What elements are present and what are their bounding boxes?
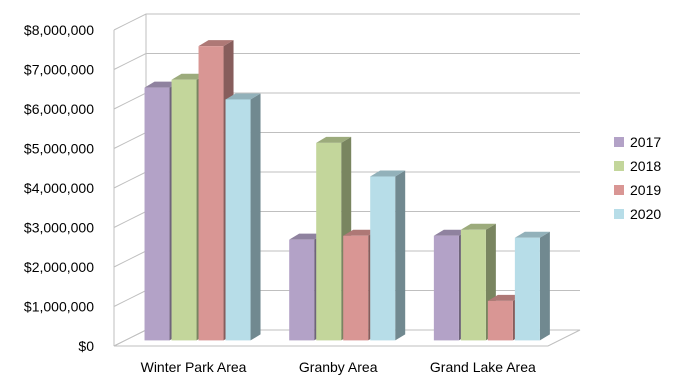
legend-label-2017: 2017 xyxy=(630,134,661,150)
bar-2019 xyxy=(487,300,513,341)
bars xyxy=(144,40,550,341)
bar-2020 xyxy=(514,237,540,341)
bar-2018 xyxy=(316,142,342,341)
y-tick-label: $8,000,000 xyxy=(24,22,94,38)
bar-2020 xyxy=(370,176,396,341)
bar-top-2017 xyxy=(289,233,325,240)
y-tick-label: $7,000,000 xyxy=(24,62,94,78)
x-tick-label: Granby Area xyxy=(299,359,378,375)
x-axis-ticks: Winter Park Area Granby Area Grand Lake Ar… xyxy=(141,359,536,375)
bar-2018 xyxy=(460,229,486,341)
legend-label-2018: 2018 xyxy=(630,158,661,174)
gridline xyxy=(113,13,580,31)
bar-top-2017 xyxy=(433,229,469,236)
y-tick-label: $1,000,000 xyxy=(24,299,94,315)
bar-top-2020 xyxy=(370,170,406,177)
x-tick-label: Winter Park Area xyxy=(141,359,247,375)
y-tick-label: $5,000,000 xyxy=(24,141,94,157)
legend-label-2019: 2019 xyxy=(630,182,661,198)
y-axis-ticks: $0 $1,000,000 $2,000,000 $3,000,000 $4,000,0… xyxy=(24,22,94,354)
bar-top-2019 xyxy=(487,294,523,301)
bar-2017 xyxy=(144,87,170,341)
y-tick-label: $3,000,000 xyxy=(24,220,94,236)
bar-2019 xyxy=(198,46,224,341)
bar-2017 xyxy=(433,235,459,341)
legend-swatch-2019 xyxy=(614,185,624,195)
bar-top-2017 xyxy=(144,81,180,88)
bar-top-2018 xyxy=(171,73,207,80)
legend-swatch-2018 xyxy=(614,161,624,171)
y-tick-label: $4,000,000 xyxy=(24,180,94,196)
y-tick-label: $2,000,000 xyxy=(24,259,94,275)
legend: 2017 2018 2019 2020 xyxy=(614,134,661,222)
bar-top-2020 xyxy=(225,93,261,100)
bar-top-2020 xyxy=(514,231,550,238)
y-tick-label: $6,000,000 xyxy=(24,101,94,117)
bar-side-2020 xyxy=(250,93,261,341)
bar-top-2018 xyxy=(316,136,352,143)
bar-top-2019 xyxy=(343,229,379,236)
bar-side-2020 xyxy=(395,170,406,341)
legend-label-2020: 2020 xyxy=(630,206,661,222)
legend-swatch-2017 xyxy=(614,137,624,147)
bar-2020 xyxy=(225,99,251,341)
bar-2019 xyxy=(343,235,369,341)
bar-top-2019 xyxy=(198,40,234,47)
x-tick-label: Grand Lake Area xyxy=(430,359,536,375)
legend-swatch-2020 xyxy=(614,209,624,219)
bar-2017 xyxy=(289,239,315,341)
y-tick-label: $0 xyxy=(78,338,94,354)
bar-2018 xyxy=(171,79,197,341)
bar-side-2020 xyxy=(539,231,550,341)
gridline xyxy=(113,53,580,70)
bar-top-2018 xyxy=(460,223,496,230)
